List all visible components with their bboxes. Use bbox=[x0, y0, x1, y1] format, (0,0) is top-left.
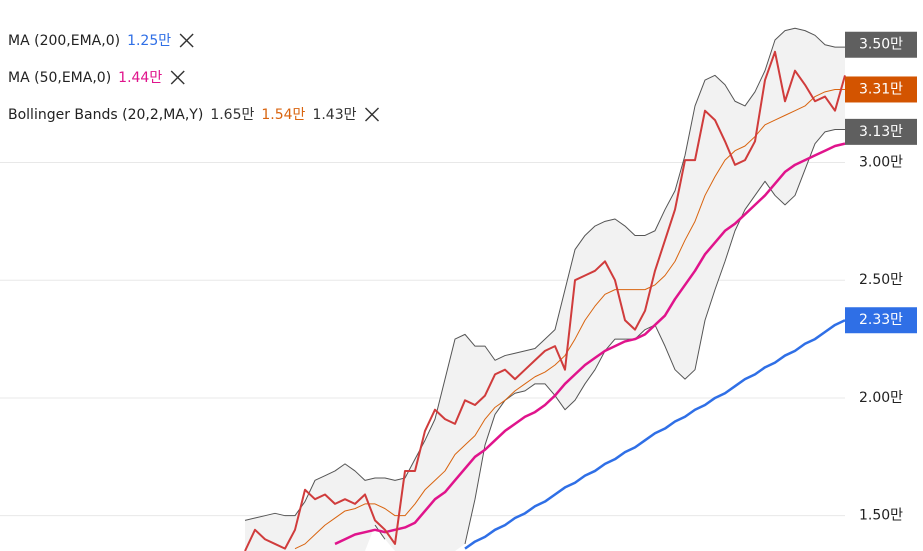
line-series bbox=[244, 50, 846, 551]
indicator-legend: Bollinger Bands (20,2,MA,Y) 1.65만 1.54만 1.4… bbox=[8, 107, 379, 123]
y-tick-label: 1.50만 bbox=[859, 508, 903, 524]
line-series bbox=[334, 142, 846, 546]
close-button[interactable] bbox=[170, 70, 185, 85]
price-label: 3.13만 bbox=[859, 124, 903, 140]
indicator-name: MA (50,EMA,0) bbox=[8, 70, 111, 86]
indicator-legend: MA (200,EMA,0) 1.25만 bbox=[8, 33, 194, 49]
price-label-box bbox=[845, 31, 917, 58]
y-tick-label: 3.00만 bbox=[859, 154, 903, 170]
line-series bbox=[244, 27, 845, 521]
close-icon bbox=[170, 70, 185, 85]
y-tick-label: 2.50만 bbox=[859, 272, 903, 288]
indicator-name: MA (200,EMA,0) bbox=[8, 33, 120, 49]
y-tick-label: 2.00만 bbox=[859, 390, 903, 406]
price-label: 3.31만 bbox=[859, 81, 903, 97]
line-series bbox=[294, 88, 845, 550]
close-icon bbox=[365, 107, 379, 122]
indicator-value: 1.43만 bbox=[312, 107, 356, 123]
indicator-value: 1.65만 bbox=[210, 107, 254, 123]
price-label: 3.50만 bbox=[859, 37, 903, 53]
indicator-value: 1.54만 bbox=[261, 107, 305, 123]
price-label: 2.33만 bbox=[859, 312, 903, 328]
price-label-box bbox=[845, 307, 917, 334]
indicator-value: 1.25만 bbox=[127, 33, 171, 49]
indicator-legend: MA (50,EMA,0) 1.44만 bbox=[8, 70, 185, 86]
close-button[interactable] bbox=[365, 107, 379, 122]
close-icon bbox=[179, 33, 194, 48]
close-button[interactable] bbox=[179, 33, 194, 48]
price-label-box bbox=[845, 76, 917, 103]
indicator-name: Bollinger Bands (20,2,MA,Y) bbox=[8, 107, 203, 123]
price-label-box bbox=[845, 118, 917, 145]
line-series bbox=[464, 319, 846, 550]
indicator-value: 1.44만 bbox=[118, 70, 162, 86]
